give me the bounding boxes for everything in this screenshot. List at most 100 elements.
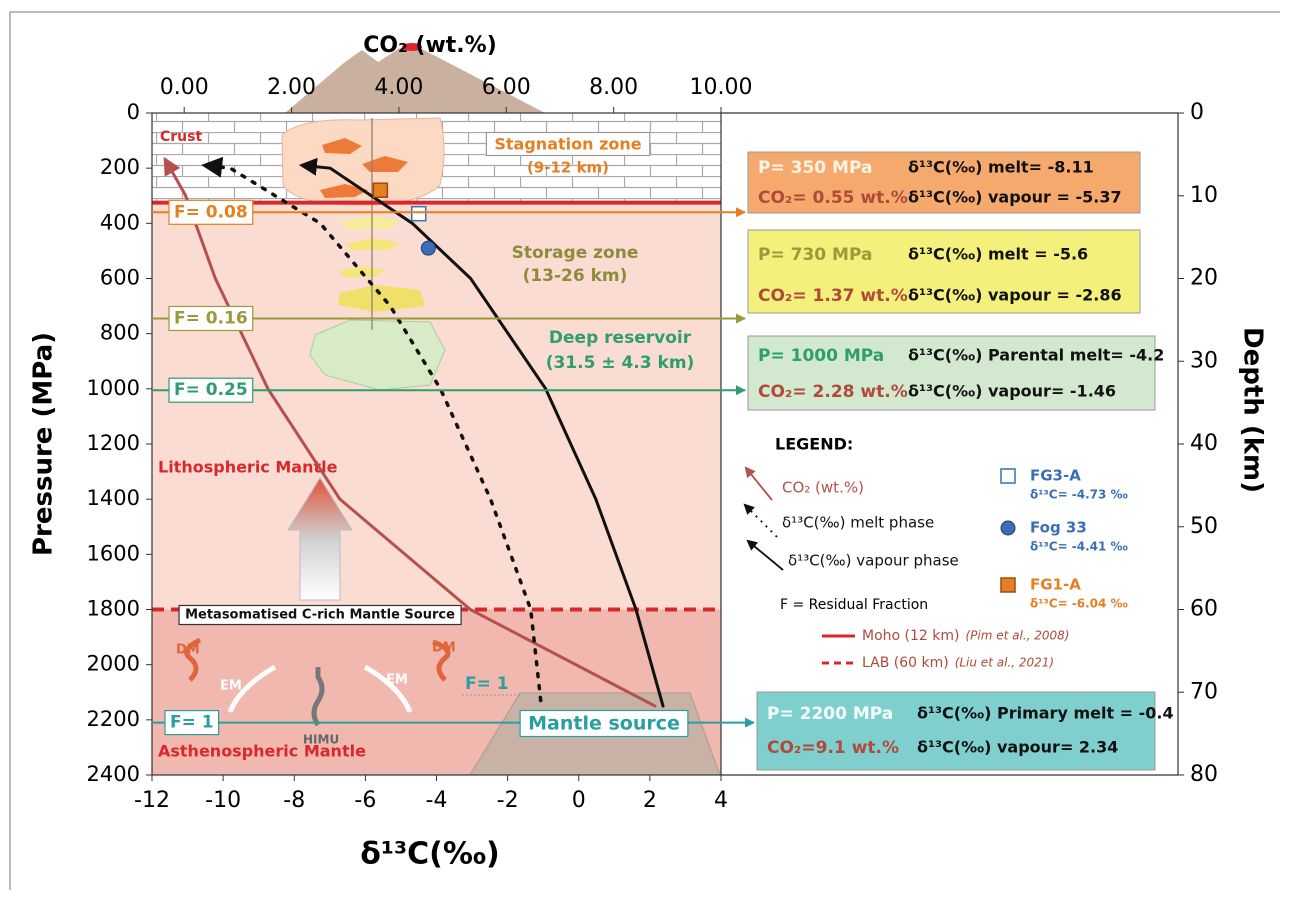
y2-axis-title: Depth (km) bbox=[1238, 327, 1268, 493]
sample-point bbox=[421, 241, 435, 255]
y2-tick-label: 70 bbox=[1190, 679, 1218, 704]
legend-label: δ¹³C(‰) melt phase bbox=[782, 514, 934, 532]
legend-label: LAB (60 km) bbox=[862, 655, 949, 671]
annotation: Stagnation zone bbox=[494, 135, 641, 154]
result-text: δ¹³C(‰) Primary melt = -0.4 bbox=[917, 704, 1174, 723]
legend-citation: (Pim et al., 2008) bbox=[965, 629, 1069, 643]
legend-title: LEGEND: bbox=[775, 435, 853, 454]
y2-tick-label: 0 bbox=[1190, 100, 1204, 125]
legend-swatch bbox=[745, 505, 777, 537]
fraction-label: F= 0.25 bbox=[174, 380, 248, 400]
x-tick-label: 2 bbox=[643, 788, 657, 813]
result-text: δ¹³C(‰) Parental melt= -4.2 bbox=[908, 346, 1164, 365]
result-text: CO₂= 2.28 wt.% bbox=[758, 382, 908, 402]
x2-tick-label: 8.00 bbox=[589, 75, 638, 100]
figure: -12-10-8-6-4-20240.002.004.006.008.0010.… bbox=[0, 0, 1291, 897]
y-tick-label: 1200 bbox=[87, 431, 140, 455]
y2-tick-label: 20 bbox=[1190, 266, 1218, 291]
result-text: CO₂= 1.37 wt.% bbox=[758, 286, 908, 306]
y2-tick-label: 30 bbox=[1190, 348, 1218, 373]
x2-tick-label: 4.00 bbox=[374, 75, 423, 100]
y-tick-label: 400 bbox=[100, 210, 140, 234]
annotation: Lithospheric Mantle bbox=[158, 458, 338, 477]
annotation: DM bbox=[176, 643, 200, 658]
x-tick-label: 4 bbox=[714, 788, 728, 813]
fraction-label: F= 0.08 bbox=[174, 202, 248, 222]
annotation: DM bbox=[432, 641, 456, 656]
legend-label: F = Residual Fraction bbox=[780, 597, 928, 613]
annotation: (31.5 ± 4.3 km) bbox=[546, 353, 695, 373]
legend-label: CO₂ (wt.%) bbox=[782, 479, 864, 497]
sample-point bbox=[412, 207, 426, 221]
result-text: P= 730 MPa bbox=[758, 245, 872, 265]
legend-swatch bbox=[746, 468, 772, 500]
annotation: EM bbox=[386, 673, 408, 688]
x2-tick-label: 10.00 bbox=[690, 75, 753, 100]
x-tick-label: -12 bbox=[134, 788, 170, 813]
x2-tick-label: 2.00 bbox=[267, 75, 316, 100]
y-tick-label: 600 bbox=[100, 266, 140, 290]
annotation: Storage zone bbox=[512, 243, 639, 263]
annotation: (9-12 km) bbox=[527, 159, 609, 177]
legend-label: Fog 33 bbox=[1030, 519, 1087, 537]
result-text: δ¹³C(‰) vapour= -1.46 bbox=[908, 382, 1116, 401]
result-text: δ¹³C(‰) vapour = -2.86 bbox=[908, 286, 1122, 305]
result-text: P= 1000 MPa bbox=[758, 346, 884, 366]
y-tick-label: 1400 bbox=[87, 486, 140, 510]
y2-tick-label: 50 bbox=[1190, 514, 1218, 539]
y-tick-label: 0 bbox=[127, 100, 140, 124]
y2-tick-label: 60 bbox=[1190, 597, 1218, 622]
annotation: Deep reservoir bbox=[549, 328, 692, 348]
x-tick-label: 0 bbox=[572, 788, 586, 813]
y2-tick-label: 40 bbox=[1190, 431, 1218, 456]
x2-tick-label: 0.00 bbox=[160, 75, 209, 100]
y2-tick-label: 80 bbox=[1190, 762, 1218, 787]
y-tick-label: 1800 bbox=[87, 597, 140, 621]
y-tick-label: 2400 bbox=[87, 762, 140, 786]
y-tick-label: 1600 bbox=[87, 541, 140, 565]
legend-label: δ¹³C= -4.41 ‰ bbox=[1030, 540, 1128, 554]
annotation: HIMU bbox=[303, 733, 339, 747]
fraction-label: F= 0.16 bbox=[174, 308, 248, 328]
result-text: CO₂= 0.55 wt.% bbox=[758, 188, 908, 208]
result-text: P= 2200 MPa bbox=[767, 704, 893, 724]
result-text: CO₂=9.1 wt.% bbox=[767, 738, 899, 758]
x-tick-label: -2 bbox=[497, 788, 519, 813]
y-tick-label: 200 bbox=[100, 155, 140, 179]
legend-label: FG3-A bbox=[1030, 467, 1081, 485]
x-tick-label: -10 bbox=[205, 788, 241, 813]
x-axis-title: δ¹³C(‰) bbox=[360, 837, 500, 872]
result-text: δ¹³C(‰) melt= -8.11 bbox=[908, 158, 1094, 177]
annotation: Metasomatised C-rich Mantle Source bbox=[185, 608, 455, 623]
legend-label: δ¹³C= -6.04 ‰ bbox=[1030, 597, 1128, 611]
annotation: F= 1 bbox=[465, 674, 509, 694]
y-tick-label: 2200 bbox=[87, 707, 140, 731]
y-tick-label: 1000 bbox=[87, 376, 140, 400]
y-tick-label: 2000 bbox=[87, 652, 140, 676]
legend-label: δ¹³C= -4.73 ‰ bbox=[1030, 488, 1128, 502]
annotation: Crust bbox=[160, 129, 202, 145]
result-text: P= 350 MPa bbox=[758, 158, 872, 178]
sample-point bbox=[373, 183, 387, 197]
lithosphere-region bbox=[152, 203, 721, 610]
x2-tick-label: 6.00 bbox=[482, 75, 531, 100]
x2-axis-title: CO₂ (wt.%) bbox=[363, 33, 497, 58]
legend-swatch bbox=[1001, 469, 1015, 483]
legend-label: Moho (12 km) bbox=[862, 628, 959, 644]
legend-label: FG1-A bbox=[1030, 576, 1081, 594]
y-tick-label: 800 bbox=[100, 321, 140, 345]
legend-swatch bbox=[1001, 521, 1015, 535]
annotation: EM bbox=[220, 679, 242, 694]
annotation: (13-26 km) bbox=[523, 266, 628, 286]
result-text: δ¹³C(‰) vapour = -5.37 bbox=[908, 188, 1122, 207]
annotation: Mantle source bbox=[528, 713, 680, 735]
legend-swatch bbox=[748, 541, 783, 570]
legend-citation: (Liu et al., 2021) bbox=[955, 656, 1054, 670]
legend-swatch bbox=[1001, 578, 1015, 592]
y-axis-title: Pressure (MPa) bbox=[29, 332, 59, 556]
x-tick-label: -8 bbox=[283, 788, 305, 813]
y2-tick-label: 10 bbox=[1190, 183, 1218, 208]
result-text: δ¹³C(‰) melt = -5.6 bbox=[908, 245, 1088, 264]
x-tick-label: -4 bbox=[426, 788, 448, 813]
fraction-label: F= 1 bbox=[170, 713, 214, 733]
